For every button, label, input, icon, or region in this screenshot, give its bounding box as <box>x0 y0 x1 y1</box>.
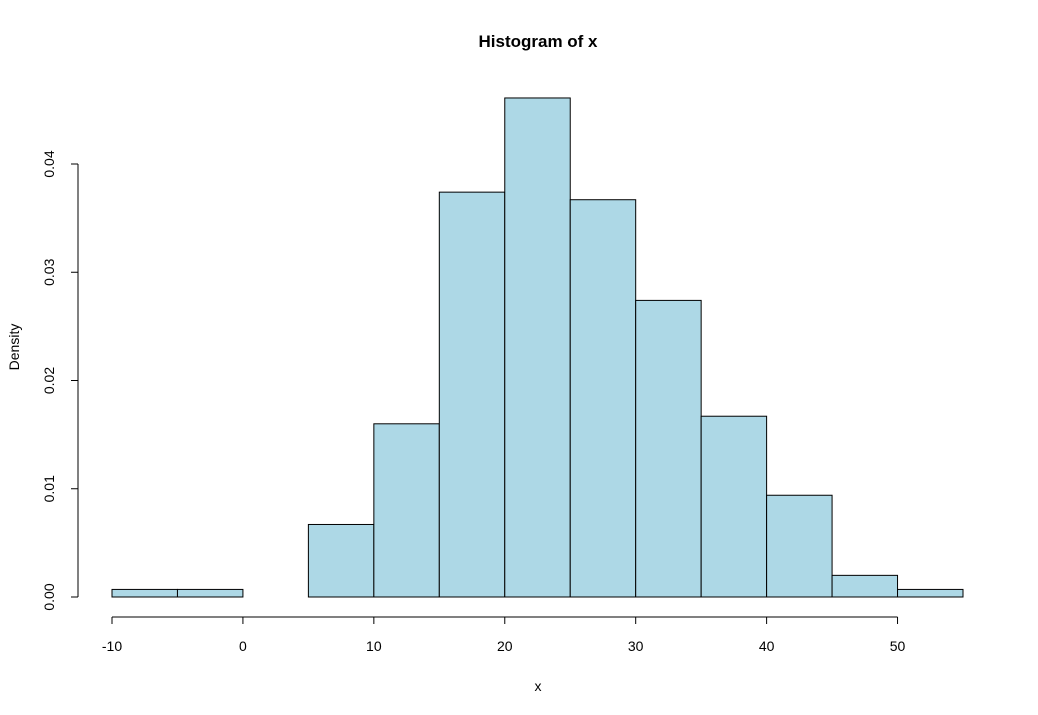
x-tick-label: 0 <box>239 638 247 654</box>
x-tick-label: 50 <box>890 638 906 654</box>
histogram-bar <box>635 299 702 598</box>
y-axis: 0.00 0.01 0.02 0.03 0.04 <box>41 150 79 611</box>
histogram-bar <box>766 494 833 598</box>
x-tick-label: 30 <box>628 638 644 654</box>
histogram-bar <box>176 588 244 598</box>
histogram-bar <box>831 574 899 598</box>
x-tick-label: -10 <box>102 638 122 654</box>
x-tick-label: 20 <box>497 638 513 654</box>
histogram-bar <box>438 191 506 598</box>
y-axis-label: Density <box>6 324 22 371</box>
bars-group <box>111 97 964 598</box>
histogram-bar <box>307 523 375 598</box>
x-axis-label: x <box>535 678 542 694</box>
y-tick-label: 0.04 <box>41 150 57 177</box>
y-tick-label: 0.01 <box>41 475 57 502</box>
x-tick-label: 40 <box>759 638 775 654</box>
x-tick-label: 10 <box>366 638 382 654</box>
histogram-bar <box>700 415 768 598</box>
histogram-bar <box>111 588 178 598</box>
y-tick-label: 0.02 <box>41 367 57 394</box>
histogram-bar <box>897 588 964 598</box>
histogram-bar <box>569 199 637 598</box>
chart-title: Histogram of x <box>478 32 598 51</box>
y-tick-label: 0.00 <box>41 583 57 610</box>
histogram-bar <box>504 97 571 598</box>
x-axis: -10 0 10 20 30 40 50 <box>102 616 906 654</box>
histogram-bar <box>373 423 440 598</box>
y-tick-label: 0.03 <box>41 258 57 285</box>
